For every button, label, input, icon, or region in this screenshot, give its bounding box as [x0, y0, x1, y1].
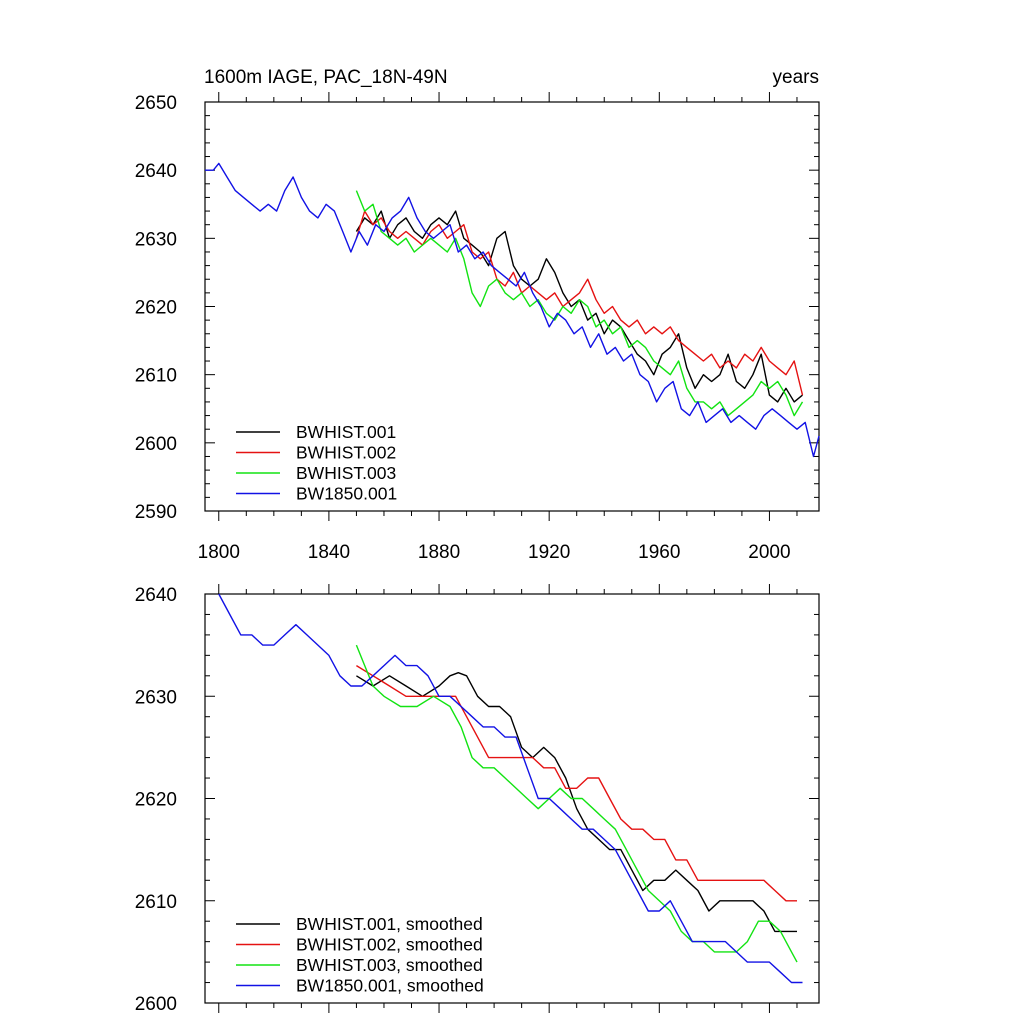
- p1-xtick-label: 1880: [418, 542, 460, 563]
- p1-series-line-3: [355, 190, 804, 417]
- p1-series-line-4: [205, 162, 820, 458]
- p1-xtick-label: 1840: [308, 542, 350, 563]
- p1-ytick-label: 2620: [135, 298, 177, 319]
- p2-ytick-label: 2630: [135, 687, 177, 708]
- p1-xtick-label: 1920: [528, 542, 570, 563]
- chart-panel-bottom: 2600 2610 2620 2630 2640 BWHIST.001, smoothed…: [135, 584, 820, 1015]
- p2-legend-label-3: BWHIST.003, smoothed: [296, 955, 483, 975]
- p1-xtick-label: 2000: [748, 542, 790, 563]
- p2-legend-label-4: BW1850.001, smoothed: [296, 976, 484, 996]
- p1-ytick-label: 2630: [135, 229, 177, 250]
- p1-legend-label-4: BW1850.001: [296, 484, 397, 504]
- p2-ytick-label: 2610: [135, 892, 177, 913]
- p1-xtick-label: 1800: [198, 542, 240, 563]
- panel1-title: 1600m IAGE, PAC_18N-49N: [204, 67, 448, 88]
- p1-ytick-label: 2640: [135, 161, 177, 182]
- p2-ytick-label: 2600: [135, 994, 177, 1015]
- p1-xtick-label: 1960: [638, 542, 680, 563]
- p2-series-line-1: [356, 672, 797, 933]
- p2-series-line-3: [355, 644, 798, 963]
- p1-series-line-1: [355, 210, 803, 403]
- p1-legend-label-2: BWHIST.002: [296, 443, 396, 463]
- panel1-units: years: [773, 67, 819, 88]
- p2-ytick-label: 2640: [135, 585, 177, 606]
- p1-ytick-label: 2650: [135, 93, 177, 114]
- p1-legend-label-3: BWHIST.003: [296, 463, 396, 483]
- p1-ytick-label: 2600: [135, 434, 177, 455]
- p1-legend-label-1: BWHIST.001: [296, 422, 396, 442]
- p1-series-line-2: [355, 210, 804, 396]
- p2-ytick-label: 2620: [135, 790, 177, 811]
- p2-legend-label-1: BWHIST.001, smoothed: [296, 914, 483, 934]
- p2-series-line-4: [218, 593, 803, 984]
- p2-legend-label-2: BWHIST.002, smoothed: [296, 935, 483, 955]
- chart-panel-top: 2590 2600 2610 2620 2630 2640 2650 1800 1840 1880…: [135, 92, 820, 563]
- p1-ytick-label: 2610: [135, 366, 177, 387]
- p2-series-line-2: [356, 665, 797, 902]
- p1-ytick-label: 2590: [135, 502, 177, 523]
